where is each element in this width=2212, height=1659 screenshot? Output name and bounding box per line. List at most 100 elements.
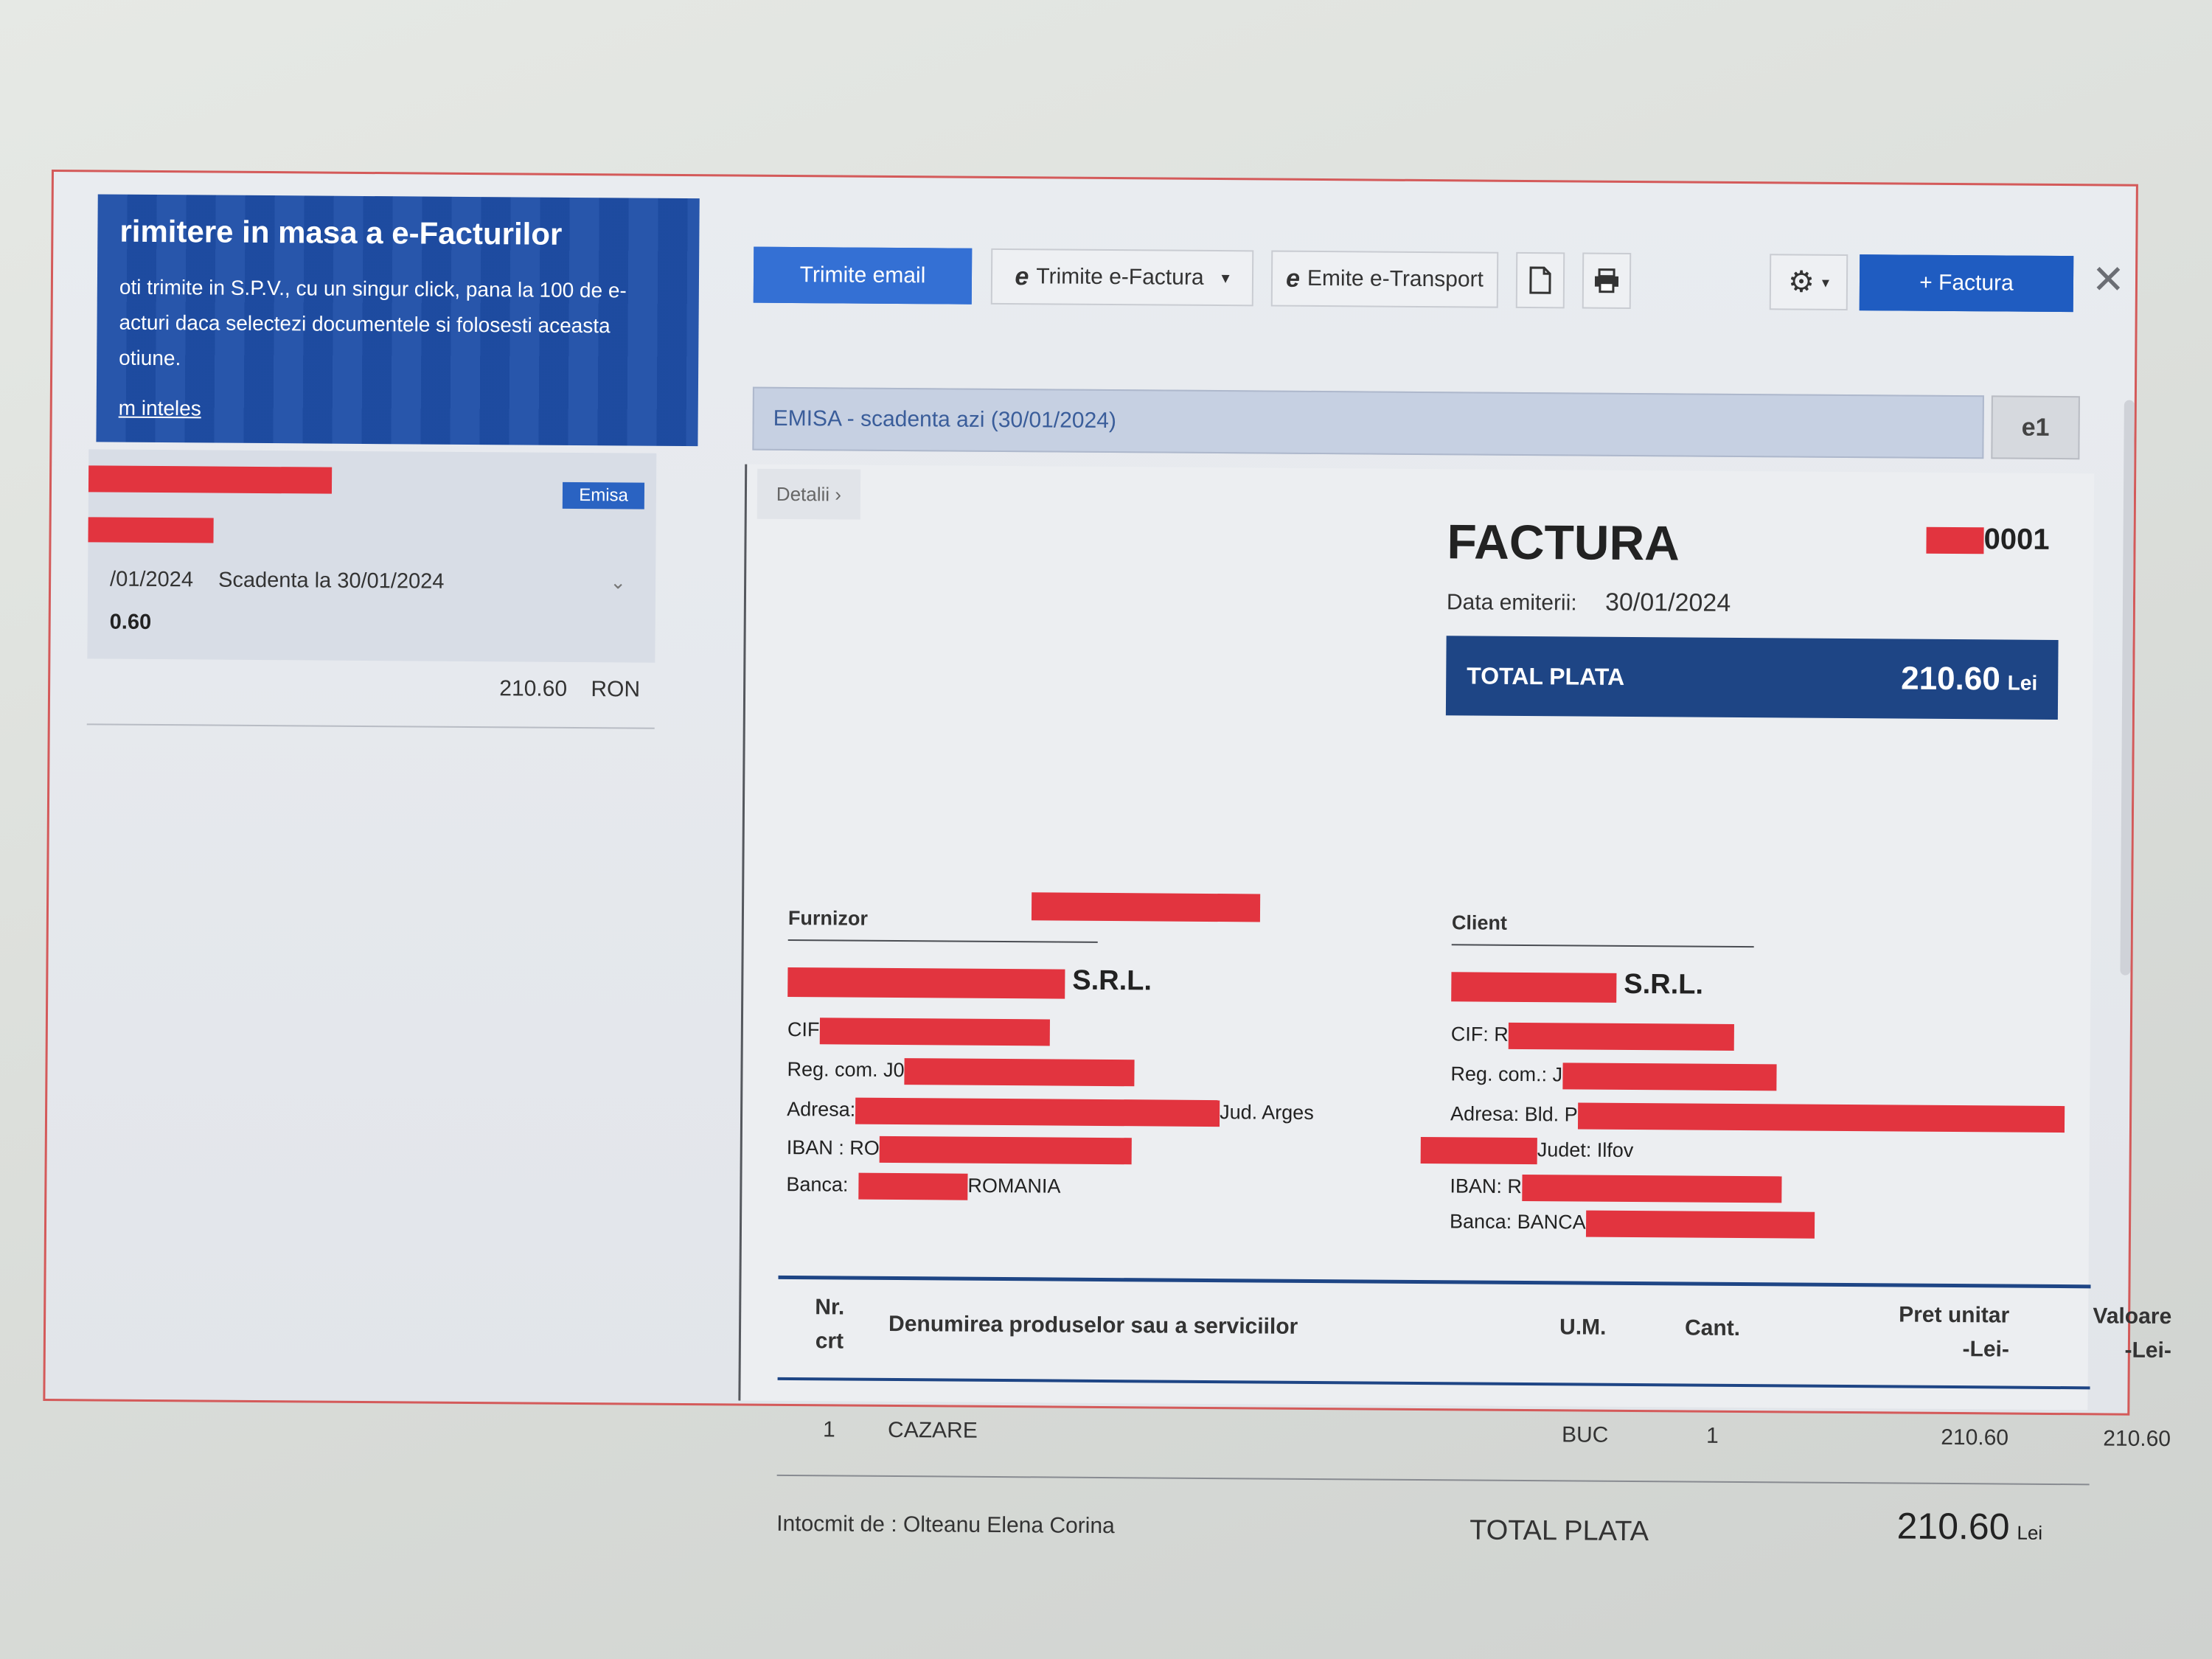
printed-screenshot: rimitere in masa a e-Facturilor oti trim… xyxy=(43,170,2171,1548)
redacted-field xyxy=(1577,1102,2065,1133)
col-nr-line1: Nr. xyxy=(815,1295,845,1320)
total-banner: TOTAL PLATA 210.60 Lei xyxy=(1445,636,2059,720)
e-icon: e xyxy=(1285,264,1301,293)
client-address-label: Adresa: Bld. P xyxy=(1450,1102,1578,1126)
bulk-send-promo: rimitere in masa a e-Facturilor oti trim… xyxy=(96,194,700,447)
redacted-field xyxy=(858,1172,968,1200)
supplier-address-suffix: Jud. Arges xyxy=(1220,1101,1314,1124)
supplier-cif: CIF xyxy=(787,1018,1050,1046)
caret-down-icon[interactable]: ▾ xyxy=(1221,268,1230,288)
send-efactura-label: Trimite e-Factura xyxy=(1036,264,1204,290)
emit-etransport-label: Emite e-Transport xyxy=(1307,265,1484,292)
client-iban: IBAN: R xyxy=(1450,1174,1782,1203)
client-label: Client xyxy=(1451,911,1508,934)
client-cif-label: CIF: R xyxy=(1450,1023,1509,1046)
send-efactura-button[interactable]: e Trimite e-Factura ▾ xyxy=(990,248,1254,307)
close-icon[interactable]: ✕ xyxy=(2091,257,2126,302)
row-value: 210.60 xyxy=(2103,1426,2171,1452)
divider xyxy=(86,723,655,729)
client-cif: CIF: R xyxy=(1451,1022,1734,1051)
redacted-field xyxy=(1585,1210,1815,1239)
prepared-by: Intocmit de : Olteanu Elena Corina xyxy=(776,1511,1115,1539)
redacted-field xyxy=(879,1135,1132,1165)
table-bottom-rule xyxy=(776,1474,2090,1486)
col-name: Denumirea produselor sau a serviciilor xyxy=(888,1311,1298,1339)
issue-date-value: 30/01/2024 xyxy=(1604,588,1731,617)
table-header-rule xyxy=(777,1377,2090,1390)
client-reg: Reg. com.: J xyxy=(1450,1062,1777,1091)
list-total-currency: RON xyxy=(591,677,641,702)
invoice-number-suffix: 0001 xyxy=(1983,523,2050,556)
supplier-address-label: Adresa: xyxy=(787,1098,856,1121)
send-email-button[interactable]: Trimite email xyxy=(753,246,973,305)
total-banner-amount: 210.60 Lei xyxy=(1901,661,2037,698)
issue-date-label: Data emiterii: xyxy=(1446,590,1577,616)
client-underline xyxy=(1451,944,1754,948)
supplier-address: Adresa: Jud. Arges xyxy=(787,1097,1314,1127)
row-qty: 1 xyxy=(1705,1423,1719,1448)
row-nr: 1 xyxy=(822,1417,835,1442)
card-dates: /01/2024 Scadenta la 30/01/2024 xyxy=(110,568,464,594)
redacted-field xyxy=(1031,892,1261,922)
e-icon: e xyxy=(1015,262,1029,291)
card-date: /01/2024 xyxy=(110,567,194,592)
total-banner-label: TOTAL PLATA xyxy=(1467,661,1625,690)
row-name: CAZARE xyxy=(887,1417,978,1443)
gear-icon[interactable]: ⚙ ▾ xyxy=(1769,254,1848,311)
client-bank-label: Banca: BANCA xyxy=(1449,1210,1586,1234)
client-iban-label: IBAN: R xyxy=(1450,1175,1523,1198)
promo-dismiss-link[interactable]: m inteles xyxy=(118,396,201,420)
col-value-line1: Valoare xyxy=(2093,1304,2172,1329)
col-nr: Nr. crt xyxy=(815,1290,845,1358)
supplier-iban-label: IBAN : RO xyxy=(786,1136,880,1159)
table-top-rule xyxy=(778,1275,2091,1289)
promo-title: rimitere in masa a e-Facturilor xyxy=(119,213,563,251)
invoice-title: FACTURA xyxy=(1447,514,1680,571)
col-nr-line2: crt xyxy=(815,1329,844,1354)
details-tab[interactable]: Detalii › xyxy=(757,468,861,520)
row-um: BUC xyxy=(1561,1422,1609,1447)
supplier-bank: Banca: ROMANIA xyxy=(786,1172,1061,1201)
redacted-field xyxy=(855,1097,1220,1127)
client-bank: Banca: BANCA xyxy=(1449,1209,1815,1239)
redacted-name xyxy=(88,465,333,494)
client-county-label: Judet: Ilfov xyxy=(1537,1138,1634,1162)
supplier-label: Furnizor xyxy=(787,906,869,930)
card-amount: 0.60 xyxy=(109,610,152,634)
status-badge: Emisa xyxy=(563,481,645,509)
supplier-reg-label: Reg. com. J0 xyxy=(787,1058,905,1082)
invoice-preview: Detalii › FACTURA 0001 Data emiterii: 30… xyxy=(738,464,2171,1548)
pdf-icon[interactable] xyxy=(1515,251,1565,309)
promo-text: oti trimite in S.P.V., cu un singur clic… xyxy=(119,275,627,370)
new-invoice-button[interactable]: + Factura xyxy=(1859,254,2074,313)
redacted-series xyxy=(1926,527,1984,554)
supplier-bank-label: Banca: xyxy=(786,1173,849,1196)
client-srl: S.R.L. xyxy=(1624,968,1704,1001)
invoice-number: 0001 xyxy=(1926,523,2050,557)
supplier-cif-label: CIF xyxy=(787,1018,820,1041)
client-reg-label: Reg. com.: J xyxy=(1450,1062,1563,1086)
client-name: S.R.L. xyxy=(1451,967,1703,1003)
col-qty: Cant. xyxy=(1684,1315,1741,1341)
chevron-down-icon[interactable]: ⌄ xyxy=(610,571,627,594)
redacted-number xyxy=(88,517,214,543)
scrollbar[interactable] xyxy=(2120,400,2135,975)
list-total: 210.60 RON xyxy=(87,673,655,702)
total-banner-currency: Lei xyxy=(2007,671,2038,695)
print-icon[interactable] xyxy=(1582,252,1632,309)
supplier-iban: IBAN : RO xyxy=(786,1135,1132,1165)
client-address: Adresa: Bld. P xyxy=(1450,1102,2065,1133)
supplier-bank-suffix: ROMANIA xyxy=(967,1174,1061,1197)
status-action-button[interactable]: e1 xyxy=(1991,395,2080,460)
redacted-field xyxy=(904,1058,1135,1087)
emit-etransport-button[interactable]: e Emite e-Transport xyxy=(1270,250,1499,308)
toolbar: Trimite email e Trimite e-Factura ▾ e Em… xyxy=(753,246,2126,316)
document-card[interactable]: Emisa /01/2024 Scadenta la 30/01/2024 ⌄ … xyxy=(87,449,657,663)
redacted-field xyxy=(1451,972,1617,1003)
col-value-line2: -Lei- xyxy=(2124,1338,2172,1363)
footer-total-currency: Lei xyxy=(2017,1521,2043,1544)
redacted-field xyxy=(1420,1136,1537,1165)
footer-total-label: TOTAL PLATA xyxy=(1470,1514,1649,1548)
redacted-field xyxy=(819,1018,1050,1046)
redacted-field xyxy=(1521,1174,1782,1203)
